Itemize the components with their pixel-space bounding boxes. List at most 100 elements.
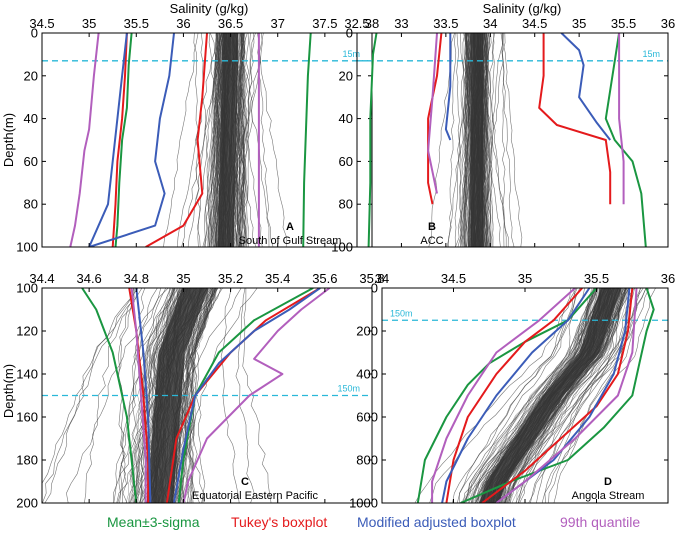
profile-line: [468, 288, 593, 503]
profile-line: [486, 33, 494, 247]
profile-line: [459, 33, 468, 247]
y-tick-label: 800: [356, 453, 378, 468]
panel-c-ylabel: Depth(m): [1, 364, 16, 418]
profile-line: [448, 33, 457, 247]
profile-core: [470, 33, 484, 247]
x-tick-label: 35: [572, 16, 586, 31]
profile-line: [200, 33, 213, 247]
series-mean-3sigma: [367, 33, 378, 247]
series-q99-lower: [431, 288, 576, 503]
profile-line: [502, 33, 523, 247]
series-modified-lower: [444, 33, 452, 141]
x-tick-label: 34.5: [441, 271, 466, 286]
series-q99-lower: [69, 33, 100, 247]
profile-line: [193, 33, 201, 247]
profile-line: [84, 288, 138, 503]
legend-tukey-boxplot: Tukey's boxplot: [231, 514, 327, 530]
profile-line: [462, 33, 469, 247]
panel-a-plot-area: [42, 33, 372, 247]
panel-d-plot-area: [382, 288, 668, 503]
profile-line: [207, 33, 219, 247]
x-tick-label: 35.5: [611, 16, 636, 31]
profile-line: [429, 288, 585, 503]
x-tick-label: 38: [365, 16, 379, 31]
panel-a-ylabel: Depth(m): [1, 113, 16, 167]
profile-line: [476, 288, 595, 503]
series-q99-lower: [130, 288, 147, 503]
x-tick-label: 34.6: [76, 271, 101, 286]
cutoff-label: 150m: [337, 384, 360, 394]
series-mean-3sigma: [460, 288, 655, 503]
panel-letter: D: [604, 476, 612, 488]
x-tick-label: 36: [661, 271, 675, 286]
panel-b-xlabel: Salinity (g/kg): [483, 1, 562, 16]
profile-line: [44, 288, 134, 503]
profile-line: [132, 288, 178, 503]
profile-line: [163, 33, 199, 247]
profile-line: [239, 33, 247, 247]
panel-frame: [41, 287, 373, 504]
profile-line: [208, 33, 221, 247]
profile-line: [503, 288, 647, 503]
profile-line: [135, 288, 184, 503]
series-q99-upper: [618, 33, 625, 205]
x-tick-label: 35.6: [312, 271, 337, 286]
x-tick-label: 33.5: [433, 16, 458, 31]
profile-line: [464, 288, 578, 503]
x-tick-label: 33: [394, 16, 408, 31]
y-tick-label: 0: [31, 26, 38, 41]
x-tick-label: 35: [176, 271, 190, 286]
profile-line: [239, 33, 244, 247]
series-tukey-lower: [427, 33, 443, 205]
profile-line: [236, 33, 242, 247]
profile-line: [486, 33, 494, 247]
y-tick-label: 100: [16, 281, 38, 296]
x-tick-label: 34.4: [29, 271, 54, 286]
y-tick-label: 100: [331, 240, 353, 255]
y-tick-label: 100: [16, 240, 38, 255]
profile-line: [414, 288, 577, 503]
x-tick-label: 37.5: [312, 16, 337, 31]
series-mean-3sigma: [302, 33, 312, 247]
x-tick-label: 34: [375, 271, 389, 286]
x-tick-label: 35: [518, 271, 532, 286]
y-tick-label: 140: [16, 367, 38, 382]
x-tick-label: 34.5: [522, 16, 547, 31]
x-tick-label: 35: [82, 16, 96, 31]
y-tick-label: 20: [339, 68, 353, 83]
series-mean-3sigma: [416, 288, 598, 503]
y-tick-label: 0: [346, 26, 353, 41]
profile-core: [217, 33, 239, 247]
profile-line: [239, 33, 274, 247]
series-modified-upper: [560, 33, 611, 141]
series-modified-lower: [135, 288, 152, 503]
panel-region-label: Equatorial Eastern Pacific: [192, 490, 318, 502]
panel-letter: B: [428, 221, 436, 233]
y-tick-label: 40: [24, 111, 38, 126]
y-tick-label: 0: [371, 281, 378, 296]
series-modified-upper: [173, 288, 321, 503]
x-tick-label: 35.4: [265, 271, 290, 286]
series-modified-lower: [441, 288, 591, 503]
profile-line: [456, 33, 463, 247]
profile-line: [504, 288, 650, 503]
y-tick-label: 200: [16, 496, 38, 511]
x-tick-label: 35.5: [124, 16, 149, 31]
profile-line: [508, 288, 629, 503]
x-tick-label: 36: [176, 16, 190, 31]
profile-line: [483, 33, 491, 247]
series-tukey-upper: [165, 288, 321, 503]
y-tick-label: 40: [339, 111, 353, 126]
x-tick-label: 34.5: [29, 16, 54, 31]
profile-line: [459, 33, 466, 247]
legend-modified-adjusted-boxplot: Modified adjusted boxplot: [357, 514, 516, 530]
profile-line: [463, 288, 594, 503]
profile-line: [464, 33, 471, 247]
series-tukey-lower: [445, 288, 583, 503]
x-tick-label: 35.5: [584, 271, 609, 286]
y-tick-label: 600: [356, 410, 378, 425]
panel-b-plot-area: [357, 33, 668, 247]
series-modified-lower: [88, 33, 128, 247]
profile-core: [479, 288, 621, 503]
